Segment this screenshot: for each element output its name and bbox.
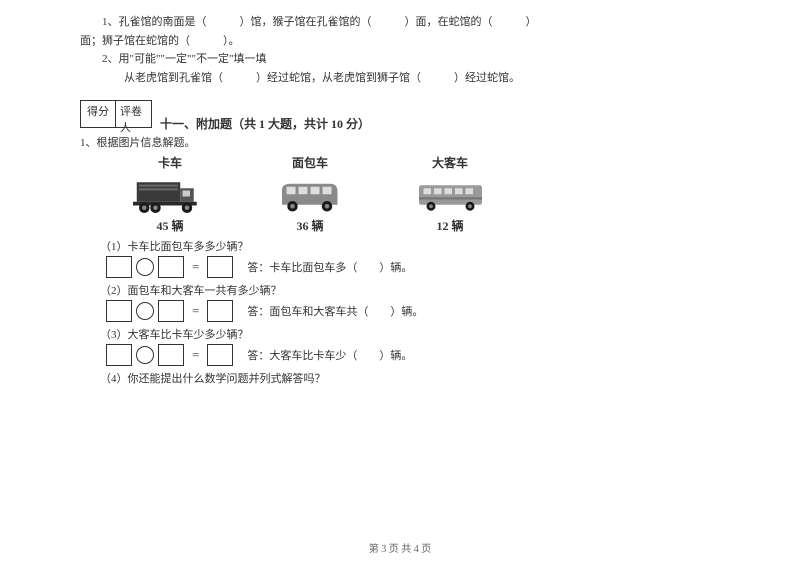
truck-count: 45 辆 [156, 217, 183, 234]
subq-2-answer: 答：面包车和大客车共（ ）辆。 [247, 303, 423, 319]
equals-sign: = [192, 303, 199, 319]
eq-box[interactable] [158, 344, 184, 366]
vehicle-truck: 卡车 45 辆 [130, 154, 210, 234]
eq-op-circle[interactable] [136, 258, 154, 276]
eq-row-2: = 答：面包车和大客车共（ ）辆。 [104, 300, 720, 322]
bus-label: 大客车 [432, 154, 468, 171]
truck-icon [133, 175, 208, 215]
eq-op-circle[interactable] [136, 302, 154, 320]
subq-3-answer: 答：大客车比卡车少（ ）辆。 [247, 347, 412, 363]
subq-4: （4）你还能提出什么数学问题并列式解答吗？ [100, 370, 720, 386]
eq-row-1: = 答：卡车比面包车多（ ）辆。 [104, 256, 720, 278]
section-title: 十一、附加题（共 1 大题，共计 10 分） [160, 115, 370, 132]
eq-op-circle[interactable] [136, 346, 154, 364]
subq-2: （2）面包车和大客车一共有多少辆？ [100, 282, 720, 298]
subq-1-answer: 答：卡车比面包车多（ ）辆。 [247, 259, 412, 275]
grader-cell-label: 评卷人 [116, 100, 152, 128]
q1-line2: 面；狮子馆在蛇馆的（ ）。 [80, 33, 720, 50]
eq-box[interactable] [207, 300, 233, 322]
page-footer: 第 3 页 共 4 页 [0, 540, 800, 555]
eq-row-3: = 答：大客车比卡车少（ ）辆。 [104, 344, 720, 366]
equals-sign: = [192, 347, 199, 363]
truck-label: 卡车 [158, 154, 182, 171]
eq-box[interactable] [106, 300, 132, 322]
eq-box[interactable] [207, 344, 233, 366]
eq-box[interactable] [158, 300, 184, 322]
subq-1: （1）卡车比面包车多多少辆？ [100, 238, 720, 254]
q2-line2: 从老虎馆到孔雀馆（ ）经过蛇馆，从老虎馆到狮子馆（ ）经过蛇馆。 [80, 70, 720, 87]
bus-count: 12 辆 [436, 217, 463, 234]
van-count: 36 辆 [296, 217, 323, 234]
section-header-row: 得分 评卷人 十一、附加题（共 1 大题，共计 10 分） [80, 88, 720, 132]
q2-line1: 2、用"可能""一定""不一定"填一填 [80, 51, 720, 68]
vehicle-van: 面包车 36 辆 [270, 154, 350, 234]
subq-3: （3）大客车比卡车少多少辆？ [100, 326, 720, 342]
bus-icon [413, 175, 488, 215]
eq-box[interactable] [207, 256, 233, 278]
equals-sign: = [192, 259, 199, 275]
van-icon [273, 175, 348, 215]
score-table: 得分 评卷人 [80, 100, 152, 128]
eq-box[interactable] [106, 256, 132, 278]
eq-box[interactable] [158, 256, 184, 278]
question-1-title: 1、根据图片信息解题。 [80, 134, 720, 150]
van-label: 面包车 [292, 154, 328, 171]
q1-line1: 1、孔雀馆的南面是（ ）馆，猴子馆在孔雀馆的（ ）面，在蛇馆的（ ） [80, 14, 720, 31]
score-cell-label: 得分 [80, 100, 116, 128]
vehicles-row: 卡车 45 辆 面包车 36 [130, 154, 720, 234]
vehicle-bus: 大客车 12 辆 [410, 154, 490, 234]
eq-box[interactable] [106, 344, 132, 366]
